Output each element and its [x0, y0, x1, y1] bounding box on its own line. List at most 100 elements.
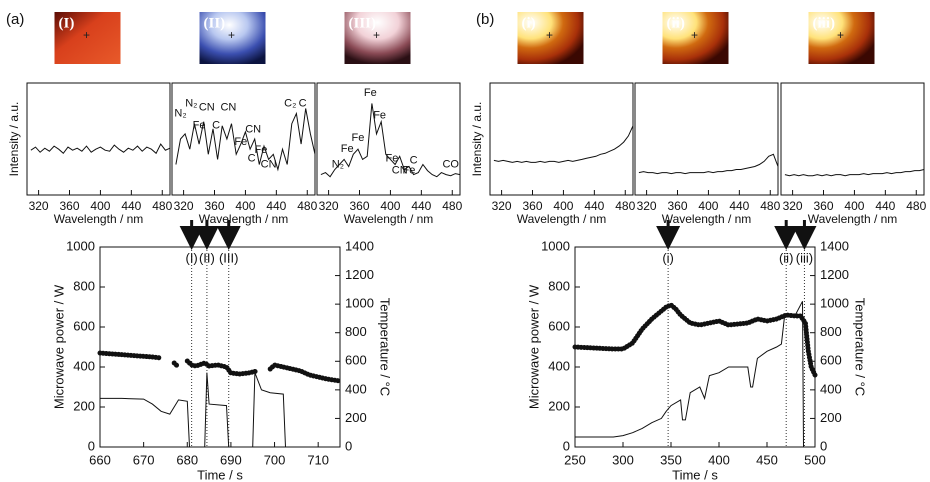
- x-axis-label: Wavelength / nm: [517, 212, 607, 226]
- x-tick-label: 440: [584, 199, 604, 213]
- plot-frame: [99, 246, 341, 448]
- y-tick-label: 800: [73, 278, 95, 293]
- marker-label: (III): [219, 250, 239, 265]
- image-label: (ii): [667, 15, 685, 31]
- x-tick-label: 320: [29, 199, 49, 213]
- y2-tick-label: 800: [820, 324, 842, 339]
- y-tick-label: 1000: [541, 238, 570, 253]
- annotation: CN: [261, 158, 277, 170]
- image-label: (II): [204, 15, 226, 31]
- annotation: N₂: [185, 97, 197, 109]
- x-tick-label: 480: [760, 199, 780, 213]
- annotation: Fe: [386, 152, 399, 164]
- panel-label: (b): [476, 11, 494, 28]
- x-tick-label: 350: [660, 452, 682, 467]
- annotation: N₂: [332, 158, 344, 170]
- crosshair: +: [691, 28, 698, 42]
- y2-tick-label: 1000: [820, 296, 849, 311]
- crosshair: +: [837, 28, 844, 42]
- crosshair: +: [83, 28, 90, 42]
- y-axis-label: Microwave power / W: [526, 284, 541, 409]
- x-tick-label: 480: [615, 199, 635, 213]
- x-tick-label: 480: [906, 199, 926, 213]
- image: [54, 12, 121, 64]
- series-line: [100, 372, 286, 448]
- x-tick-label: 320: [174, 199, 194, 213]
- y2-tick-label: 800: [345, 324, 367, 339]
- x-tick-label: 400: [708, 452, 730, 467]
- x-tick-label: 300: [612, 452, 634, 467]
- image-label: (I): [59, 15, 75, 31]
- plot-frame: [489, 82, 634, 196]
- x-tick-label: 400: [844, 199, 864, 213]
- x-axis-label: Wavelength / nm: [662, 212, 752, 226]
- y-tick-label: 200: [73, 398, 95, 413]
- x-tick-label: 680: [176, 452, 198, 467]
- image: [344, 12, 411, 64]
- x-tick-label: 700: [264, 452, 286, 467]
- annotation: Fe: [254, 144, 267, 156]
- annotation: C: [299, 97, 307, 109]
- y-tick-label: 400: [73, 358, 95, 373]
- panel-label: (a): [6, 11, 24, 28]
- y2-tick-label: 600: [820, 353, 842, 368]
- x-tick-label: 250: [564, 452, 586, 467]
- x-tick-label: 360: [59, 199, 79, 213]
- plot-frame: [780, 82, 925, 196]
- x-tick-label: 440: [266, 199, 286, 213]
- image: [517, 12, 584, 64]
- y2-tick-label: 200: [345, 410, 367, 425]
- x-tick-label: 660: [89, 452, 111, 467]
- annotation: C₂: [284, 97, 296, 109]
- x-tick-label: 360: [813, 199, 833, 213]
- x-tick-label: 320: [637, 199, 657, 213]
- y-tick-label: 600: [548, 318, 570, 333]
- y-tick-label: 600: [73, 318, 95, 333]
- y2-tick-label: 400: [345, 381, 367, 396]
- image-label: (III): [349, 15, 377, 31]
- image-label: (iii): [813, 15, 836, 31]
- series-line: [175, 108, 316, 172]
- annotation: CN: [220, 101, 236, 113]
- annotation: CN: [392, 164, 408, 176]
- marker-label: (II): [199, 250, 215, 265]
- marker-label: (I): [185, 250, 197, 265]
- y2-axis-label: Temperature / °C: [853, 298, 868, 396]
- x-tick-label: 320: [492, 199, 512, 213]
- x-tick-label: 360: [204, 199, 224, 213]
- crosshair: +: [373, 28, 380, 42]
- x-tick-label: 480: [442, 199, 462, 213]
- x-axis-label: Time / s: [197, 467, 243, 482]
- y2-tick-label: 0: [345, 438, 352, 453]
- annotation: Fe: [341, 143, 354, 155]
- x-tick-label: 360: [349, 199, 369, 213]
- x-tick-label: 440: [729, 199, 749, 213]
- x-tick-label: 690: [220, 452, 242, 467]
- y2-tick-label: 1200: [345, 267, 374, 282]
- marker-label: (i): [662, 250, 674, 265]
- y2-tick-label: 0: [820, 438, 827, 453]
- y-tick-label: 800: [548, 278, 570, 293]
- plot-frame: [634, 82, 779, 196]
- annotation: C: [212, 120, 220, 132]
- y-axis-label: Intensity / a.u.: [7, 102, 21, 177]
- annotation: Fe: [373, 109, 386, 121]
- y2-tick-label: 1200: [820, 267, 849, 282]
- y-axis-label: Microwave power / W: [51, 284, 66, 409]
- y2-tick-label: 1400: [345, 238, 374, 253]
- x-axis-label: Time / s: [672, 467, 718, 482]
- x-tick-label: 320: [319, 199, 339, 213]
- image-label: (i): [522, 15, 536, 31]
- x-tick-label: 480: [297, 199, 317, 213]
- x-tick-label: 400: [698, 199, 718, 213]
- y2-axis-label: Temperature / °C: [378, 298, 393, 396]
- x-axis-label: Wavelength / nm: [54, 212, 144, 226]
- x-tick-label: 400: [380, 199, 400, 213]
- plot-frame: [26, 82, 171, 196]
- x-tick-label: 480: [152, 199, 172, 213]
- series-line: [575, 301, 804, 448]
- x-axis-label: Wavelength / nm: [808, 212, 898, 226]
- annotation: CN: [245, 124, 261, 136]
- annotation: C: [410, 154, 418, 166]
